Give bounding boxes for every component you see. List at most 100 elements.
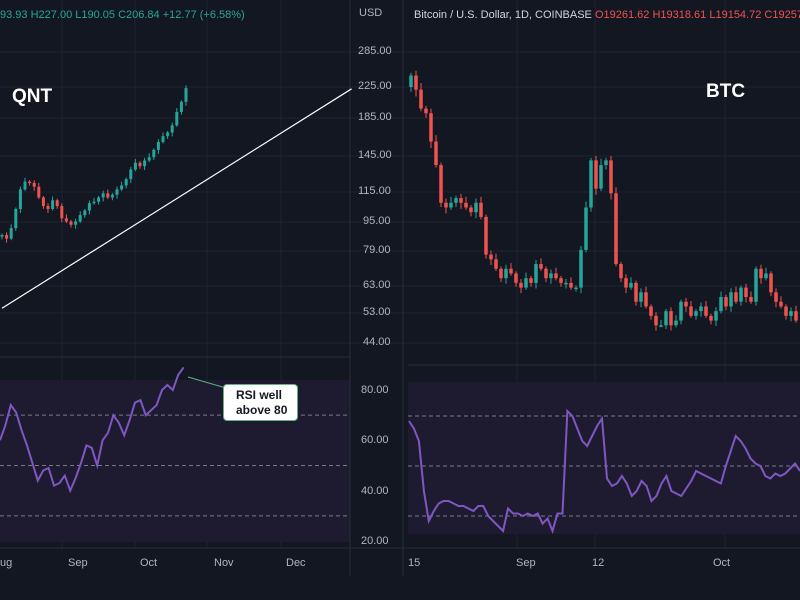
btc-candle — [664, 311, 668, 326]
qnt-ohlc-high: H227.00 — [30, 9, 73, 21]
btc-candle — [759, 268, 763, 279]
qnt-candle — [156, 141, 160, 150]
btc-candle — [409, 75, 413, 87]
qnt-candle — [28, 181, 32, 184]
qnt-candle — [120, 185, 124, 190]
rsi-tick: 20.00 — [361, 535, 389, 547]
btc-candle — [674, 320, 678, 326]
price-tick: 225.00 — [358, 80, 392, 92]
btc-candle — [434, 141, 438, 166]
btc-ohlc-high: H19318.61 — [652, 9, 707, 21]
qnt-candle — [64, 218, 68, 222]
btc-candle — [604, 160, 608, 166]
btc-candle — [619, 264, 623, 279]
btc-candle — [644, 292, 648, 307]
btc-title-legend: Bitcoin / U.S. Dollar, 1D, COINBASE O192… — [414, 9, 800, 21]
btc-candle — [634, 282, 638, 302]
btc-candles — [409, 70, 798, 331]
btc-candle — [444, 202, 448, 208]
price-tick: 185.00 — [358, 111, 392, 123]
qnt-candle — [18, 189, 22, 210]
qnt-candle — [106, 193, 110, 198]
btc-candle — [504, 268, 508, 279]
btc-candle — [559, 278, 563, 283]
price-tick: 79.00 — [363, 244, 391, 256]
qnt-candle — [32, 182, 36, 187]
btc-candle — [534, 264, 538, 283]
time-tick-qnt: Oct — [140, 557, 158, 569]
btc-candle — [719, 297, 723, 312]
btc-candle — [724, 297, 728, 307]
btc-candle — [439, 165, 443, 203]
btc-candle — [549, 273, 553, 279]
btc-candle — [789, 311, 793, 316]
btc-candle — [419, 89, 423, 109]
btc-candle — [704, 306, 708, 316]
btc-candle — [764, 273, 768, 279]
btc-symbol-title[interactable]: Bitcoin / U.S. Dollar, 1D, COINBASE — [414, 9, 592, 21]
qnt-ohlc-close: C206.84 — [118, 9, 160, 21]
time-tick-btc: 15 — [408, 557, 421, 569]
price-tick: 63.00 — [363, 279, 391, 291]
btc-candle — [794, 311, 798, 321]
btc-candle — [784, 306, 788, 316]
btc-candle — [609, 160, 613, 194]
price-tick: 285.00 — [358, 45, 392, 57]
btc-candle — [464, 202, 468, 208]
btc-ohlc-close: C19257.3 — [764, 9, 800, 21]
qnt-candle — [5, 235, 9, 239]
callout-pointer — [187, 376, 227, 389]
qnt-candle — [9, 228, 13, 239]
qnt-candle — [147, 157, 151, 161]
qnt-candle — [124, 179, 128, 186]
btc-candle — [654, 315, 658, 326]
qnt-candle — [14, 209, 18, 229]
price-tick: 145.00 — [358, 149, 392, 161]
btc-candle — [659, 325, 663, 327]
qnt-ohlc-low: L190.05 — [75, 9, 116, 21]
btc-candle — [514, 273, 518, 283]
qnt-candle — [166, 132, 170, 137]
btc-candle — [694, 311, 698, 316]
btc-candle — [734, 292, 738, 302]
price-tick: 95.00 — [363, 215, 391, 227]
rsi-levels — [0, 414, 800, 517]
btc-candle — [524, 278, 528, 288]
qnt-candle — [110, 194, 114, 198]
rsi-tick: 60.00 — [361, 434, 389, 446]
btc-candle — [729, 292, 733, 307]
price-tick: 53.00 — [363, 306, 391, 318]
qnt-candle — [115, 189, 119, 195]
grid-lines — [0, 0, 800, 548]
qnt-candle — [60, 206, 64, 219]
qnt-candle — [170, 125, 174, 133]
btc-candle — [454, 198, 458, 203]
qnt-candle — [101, 193, 105, 198]
btc-candle — [714, 311, 718, 321]
time-tick-qnt: Nov — [214, 557, 234, 569]
btc-candle — [774, 292, 778, 302]
btc-candle — [669, 311, 673, 326]
btc-candle — [459, 198, 463, 203]
btc-candle — [554, 273, 558, 279]
btc-candle — [544, 268, 548, 279]
time-tick-btc: Oct — [713, 557, 731, 569]
btc-candle — [754, 268, 758, 302]
btc-candle — [489, 254, 493, 260]
qnt-candle — [46, 206, 50, 210]
btc-candle — [449, 202, 453, 208]
btc-candle — [684, 301, 688, 307]
btc-candle — [709, 315, 713, 321]
rsi-tick: 40.00 — [361, 485, 389, 497]
btc-candle — [744, 287, 748, 298]
btc-candle — [639, 292, 643, 302]
trendline[interactable] — [1, 88, 352, 309]
qnt-candle — [37, 186, 41, 198]
btc-candle — [574, 287, 578, 290]
qnt-candle — [74, 221, 78, 225]
rsi-callout[interactable]: RSI well above 80 — [223, 384, 298, 421]
btc-candle — [519, 282, 523, 288]
price-axis-unit: USD — [359, 7, 383, 19]
btc-candle — [429, 113, 433, 142]
